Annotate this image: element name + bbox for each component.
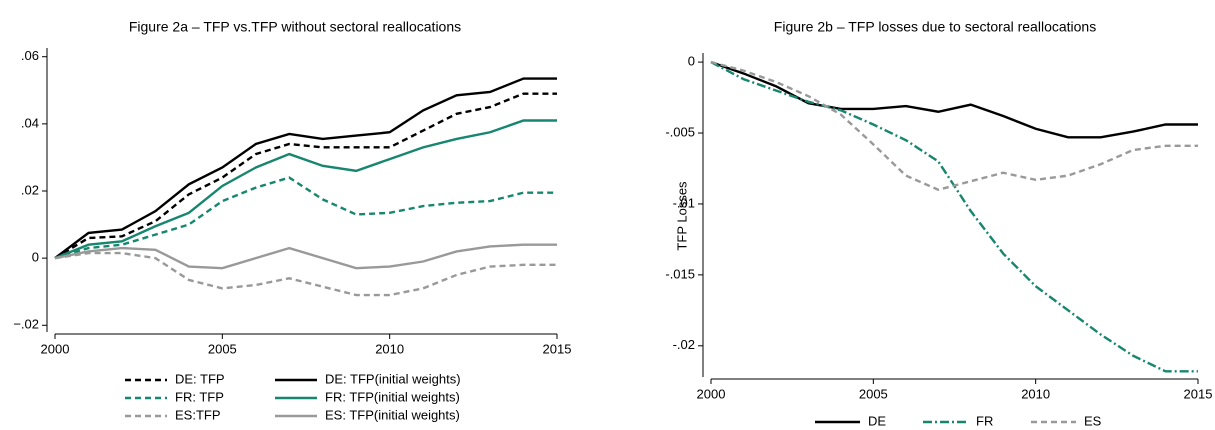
legend-label: FR: TFP (175, 389, 224, 404)
legend-label: ES: TFP(initial weights) (325, 407, 460, 422)
y-tick-label: -.005 (665, 124, 695, 139)
y-tick-label: .04 (21, 115, 39, 130)
y-tick-label: -.01 (673, 195, 695, 210)
legend-label: DE: TFP (175, 371, 225, 386)
line-series (54, 251, 557, 297)
x-tick-label: 2015 (1184, 386, 1213, 401)
x-tick-label: 2005 (208, 341, 237, 356)
legend-label: ES:TFP (175, 407, 221, 422)
line-series (54, 77, 557, 260)
x-tick-label: 2000 (697, 386, 726, 401)
y-tick-label: .06 (21, 48, 39, 63)
x-tick-label: 2005 (859, 386, 888, 401)
y-tick-label: -.02 (673, 337, 695, 352)
legend-label: FR: TFP(initial weights) (325, 389, 460, 404)
x-tick-label: 2015 (543, 341, 572, 356)
line-series (54, 243, 557, 270)
line-series (54, 92, 557, 260)
x-tick-label: 2010 (375, 341, 404, 356)
line-series (710, 60, 1198, 139)
legend-label: DE: TFP(initial weights) (325, 371, 461, 386)
y-tick-label: −.02 (13, 317, 39, 332)
line-series (54, 176, 557, 260)
y-tick-label: 0 (32, 250, 39, 265)
chart-title: Figure 2b – TFP losses due to sectoral r… (774, 19, 1096, 35)
legend-label: DE (868, 413, 886, 428)
legend-label: FR (976, 413, 993, 428)
line-series (54, 119, 557, 260)
y-axis-label: TFP Losses (674, 181, 689, 251)
chart-title: Figure 2a – TFP vs.TFP without sectoral … (129, 19, 461, 35)
x-tick-label: 2010 (1021, 386, 1050, 401)
y-tick-label: -.015 (665, 266, 695, 281)
y-tick-label: .02 (21, 182, 39, 197)
y-tick-label: 0 (688, 54, 695, 69)
line-series (710, 60, 1198, 192)
legend-label: ES (1084, 413, 1102, 428)
x-tick-label: 2000 (41, 341, 70, 356)
